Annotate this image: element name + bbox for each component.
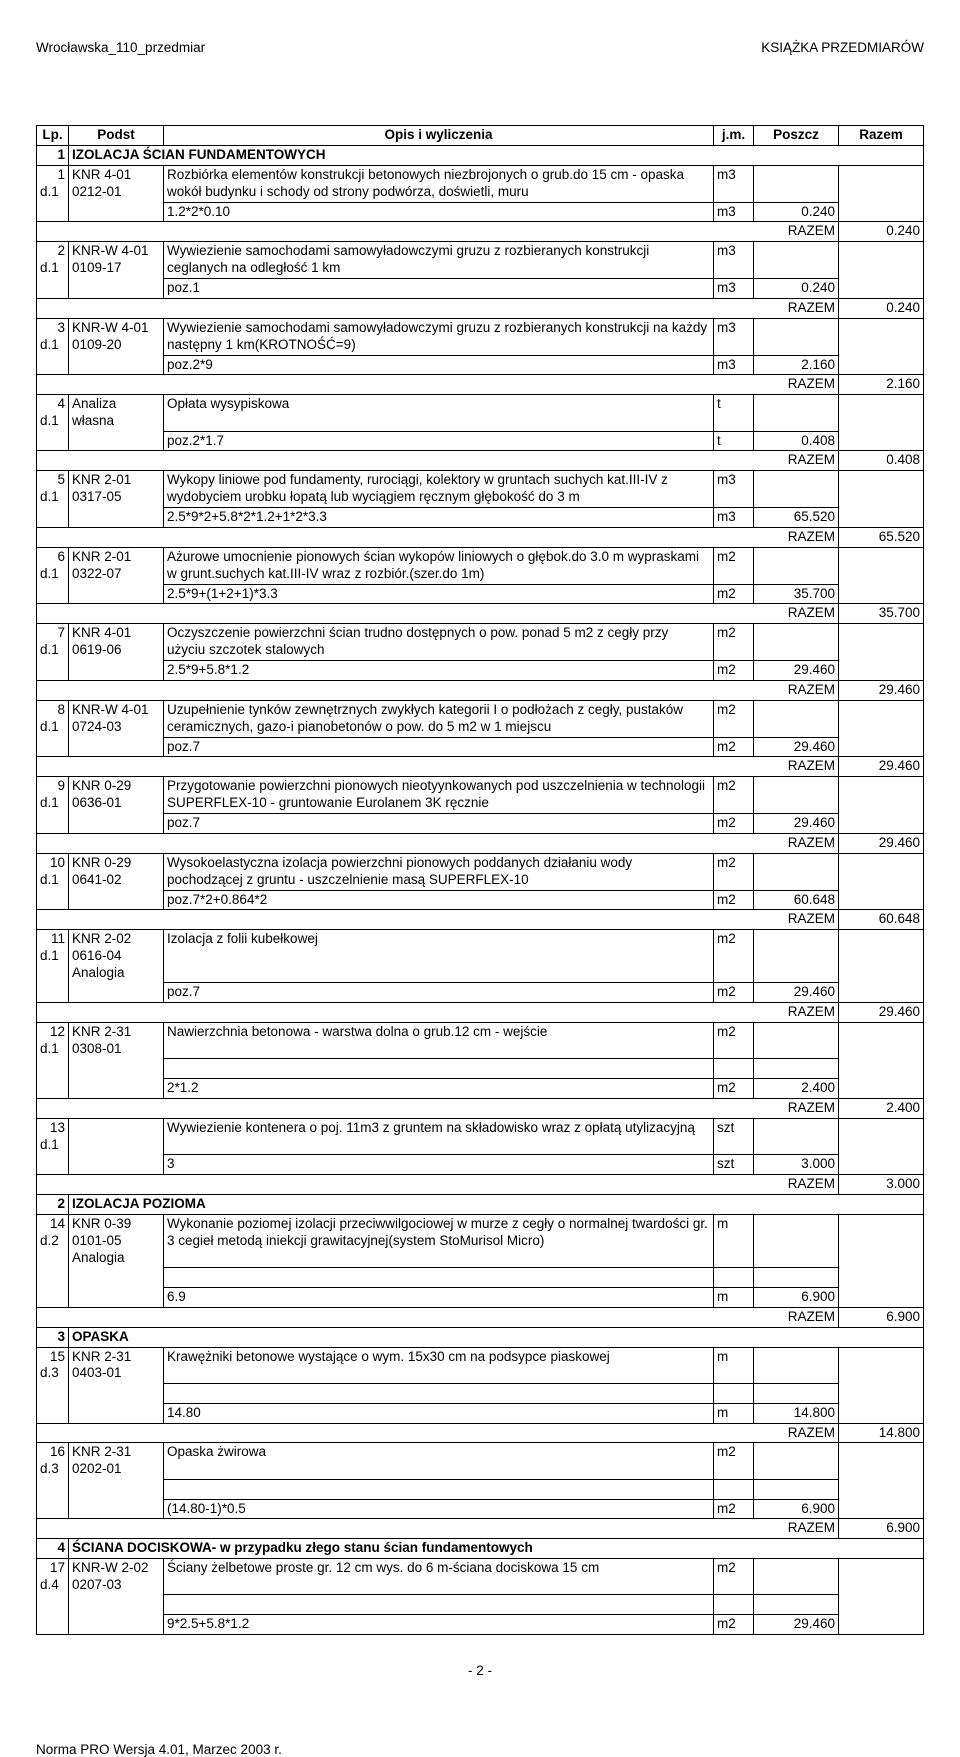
item-row: 4d.1Analiza własnaOpłata wysypiskowat <box>37 395 924 431</box>
calc-row: poz.7*2+0.864*2m260.648 <box>37 890 924 910</box>
razem-row: RAZEM0.408 <box>37 451 924 471</box>
calc-row: 6.9m6.900 <box>37 1287 924 1307</box>
item-row: 14d.2KNR 0-39 0101-05 AnalogiaWykonanie … <box>37 1214 924 1267</box>
item-row: 10d.1KNR 0-29 0641-02Wysokoelastyczna iz… <box>37 853 924 890</box>
razem-row: RAZEM0.240 <box>37 298 924 318</box>
section-row: 3OPASKA <box>37 1327 924 1347</box>
item-row: 11d.1KNR 2-02 0616-04 AnalogiaIzolacja z… <box>37 930 924 983</box>
razem-row: RAZEM6.900 <box>37 1307 924 1327</box>
header-right: KSIĄŻKA PRZEDMIARÓW <box>761 40 924 55</box>
razem-row: RAZEM0.240 <box>37 222 924 242</box>
calc-row: 2.5*9+(1+2+1)*3.3m235.700 <box>37 584 924 604</box>
razem-row: RAZEM14.800 <box>37 1423 924 1443</box>
calc-row: poz.7m229.460 <box>37 814 924 834</box>
calc-row: 14.80m14.800 <box>37 1403 924 1423</box>
calc-row: 3szt3.000 <box>37 1155 924 1175</box>
item-row: 8d.1KNR-W 4-01 0724-03Uzupełnienie tynkó… <box>37 700 924 737</box>
table-header-row: Lp. Podst Opis i wyliczenia j.m. Poszcz … <box>37 126 924 146</box>
calc-row: poz.7m229.460 <box>37 737 924 757</box>
razem-row: RAZEM29.460 <box>37 1003 924 1023</box>
calc-row: 2.5*9+5.8*1.2m229.460 <box>37 661 924 681</box>
razem-row: RAZEM60.648 <box>37 910 924 930</box>
bill-of-quantities-table: Lp. Podst Opis i wyliczenia j.m. Poszcz … <box>36 125 924 1635</box>
calc-empty-row <box>37 1059 924 1079</box>
calc-row: (14.80-1)*0.5m26.900 <box>37 1499 924 1519</box>
razem-row: RAZEM2.160 <box>37 375 924 395</box>
col-poszcz: Poszcz <box>754 126 839 146</box>
col-opis: Opis i wyliczenia <box>164 126 714 146</box>
item-row: 1d.1KNR 4-01 0212-01Rozbiórka elementów … <box>37 165 924 202</box>
col-lp: Lp. <box>37 126 69 146</box>
item-row: 9d.1KNR 0-29 0636-01Przygotowanie powier… <box>37 777 924 814</box>
calc-row: poz.2*1.7t0.408 <box>37 431 924 451</box>
footer-text: Norma PRO Wersja 4.01, Marzec 2003 r. <box>0 1742 960 1757</box>
item-row: 13d.1Wywiezienie kontenera o poj. 11m3 z… <box>37 1119 924 1155</box>
item-row: 6d.1KNR 2-01 0322-07Ażurowe umocnienie p… <box>37 547 924 584</box>
razem-row: RAZEM2.400 <box>37 1099 924 1119</box>
col-podst: Podst <box>69 126 164 146</box>
item-row: 5d.1KNR 2-01 0317-05Wykopy liniowe pod f… <box>37 471 924 508</box>
calc-empty-row <box>37 1383 924 1403</box>
razem-row: RAZEM35.700 <box>37 604 924 624</box>
razem-row: RAZEM29.460 <box>37 757 924 777</box>
calc-empty-row <box>37 1595 924 1615</box>
col-razem: Razem <box>839 126 924 146</box>
header-left: Wrocławska_110_przedmiar <box>36 40 205 55</box>
razem-row: RAZEM65.520 <box>37 527 924 547</box>
calc-row: 9*2.5+5.8*1.2m229.460 <box>37 1615 924 1635</box>
calc-empty-row <box>37 1268 924 1288</box>
calc-row: 1.2*2*0.10m30.240 <box>37 202 924 222</box>
razem-row: RAZEM29.460 <box>37 680 924 700</box>
item-row: 7d.1KNR 4-01 0619-06Oczyszczenie powierz… <box>37 624 924 661</box>
item-row: 2d.1KNR-W 4-01 0109-17Wywiezienie samoch… <box>37 242 924 279</box>
col-jm: j.m. <box>714 126 754 146</box>
razem-row: RAZEM29.460 <box>37 833 924 853</box>
section-row: 1IZOLACJA ŚCIAN FUNDAMENTOWYCH <box>37 145 924 165</box>
item-row: 15d.3KNR 2-31 0403-01Krawężniki betonowe… <box>37 1347 924 1383</box>
razem-row: RAZEM6.900 <box>37 1519 924 1539</box>
calc-row: 2.5*9*2+5.8*2*1.2+1*2*3.3m365.520 <box>37 508 924 528</box>
calc-row: poz.2*9m32.160 <box>37 355 924 375</box>
section-row: 2IZOLACJA POZIOMA <box>37 1195 924 1215</box>
section-row: 4ŚCIANA DOCISKOWA- w przypadku złego sta… <box>37 1539 924 1559</box>
document-header: Wrocławska_110_przedmiar KSIĄŻKA PRZEDMI… <box>36 40 924 55</box>
calc-empty-row <box>37 1479 924 1499</box>
calc-row: poz.1m30.240 <box>37 279 924 299</box>
item-row: 3d.1KNR-W 4-01 0109-20Wywiezienie samoch… <box>37 318 924 355</box>
razem-row: RAZEM3.000 <box>37 1175 924 1195</box>
calc-row: poz.7m229.460 <box>37 983 924 1003</box>
calc-row: 2*1.2m22.400 <box>37 1079 924 1099</box>
page-number: - 2 - <box>36 1663 924 1678</box>
item-row: 12d.1KNR 2-31 0308-01Nawierzchnia betono… <box>37 1023 924 1059</box>
item-row: 16d.3KNR 2-31 0202-01Opaska żwirowam2 <box>37 1443 924 1479</box>
